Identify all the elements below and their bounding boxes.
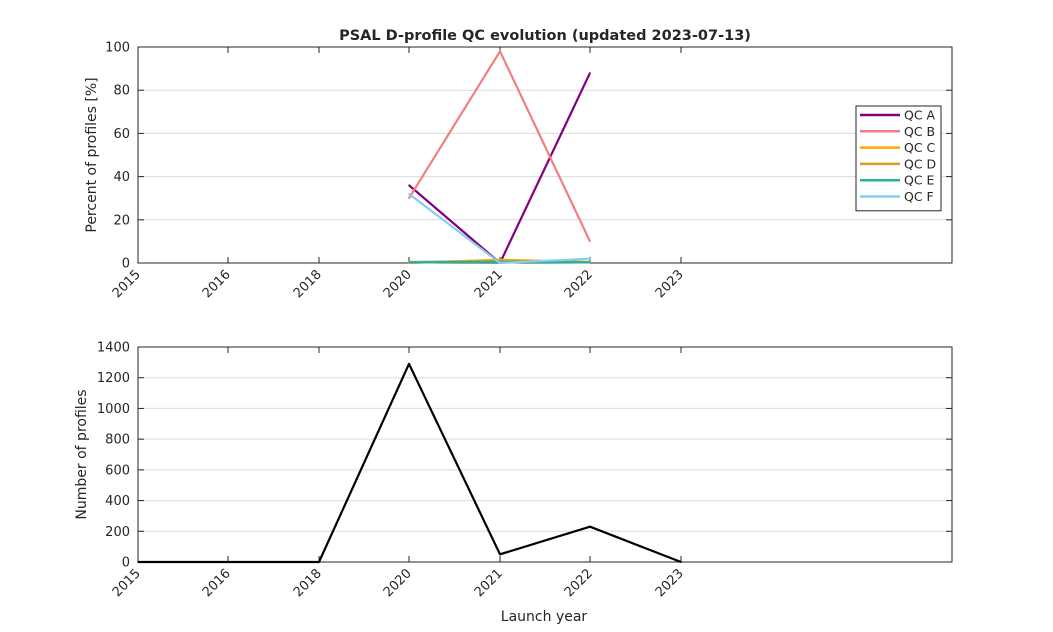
- legend-label: QC D: [904, 156, 936, 171]
- y-tick-label: 1000: [97, 402, 130, 417]
- x-tick-label: 2022: [562, 267, 596, 301]
- x-tick-label: 2016: [200, 566, 234, 600]
- chart-title: PSAL D-profile QC evolution (updated 202…: [339, 28, 751, 44]
- data-point: [589, 261, 591, 264]
- data-point: [408, 184, 410, 187]
- series-line-qc-a: [408, 72, 591, 265]
- x-tick-label: 2023: [653, 566, 687, 600]
- series-line-qc-f: [408, 193, 591, 265]
- y-tick-label: 20: [113, 213, 130, 228]
- x-tick-label: 2015: [110, 566, 144, 600]
- y-tick-label: 200: [105, 525, 130, 540]
- x-axis-label: Launch year: [501, 609, 588, 625]
- legend-label: QC F: [904, 189, 934, 204]
- data-point: [589, 525, 591, 528]
- x-tick-label: 2020: [381, 566, 415, 600]
- x-tick-label: 2023: [653, 267, 687, 301]
- y-tick-label: 100: [105, 41, 130, 56]
- legend-label: QC B: [904, 124, 935, 139]
- data-point: [408, 197, 410, 199]
- axes-box: [137, 346, 953, 563]
- axes-box: [137, 46, 953, 264]
- data-point: [408, 363, 410, 365]
- y-axis-label: Number of profiles: [74, 389, 90, 519]
- y-tick-label: 1400: [97, 341, 130, 356]
- legend-box: [855, 105, 942, 212]
- series-line: [138, 362, 682, 564]
- series-line-qc-b: [408, 50, 591, 242]
- data-point: [318, 561, 320, 563]
- y-tick-label: 0: [122, 556, 130, 571]
- data-point: [227, 561, 229, 563]
- data-point: [137, 561, 139, 563]
- x-tick-label: 2022: [562, 566, 596, 600]
- y-tick-label: 600: [105, 463, 130, 478]
- data-point: [499, 262, 501, 264]
- y-tick-label: 400: [105, 494, 130, 509]
- x-tick-label: 2018: [291, 267, 325, 301]
- legend: QC AQC BQC CQC D QC EQC F: [855, 105, 942, 212]
- y-axis-label: Percent of profiles [%]: [84, 77, 100, 232]
- x-tick-label: 2018: [291, 566, 325, 600]
- data-point: [589, 257, 591, 260]
- x-tick-label: 2021: [472, 566, 506, 600]
- legend-label: QC E: [904, 173, 935, 188]
- legend-label: QC A: [904, 108, 936, 123]
- data-point: [408, 193, 410, 195]
- x-tick-label: 2015: [110, 267, 144, 301]
- data-point: [499, 553, 501, 556]
- data-point: [589, 72, 591, 74]
- y-tick-label: 0: [122, 257, 130, 272]
- y-tick-label: 40: [113, 170, 130, 185]
- data-point: [589, 240, 591, 243]
- data-point: [680, 561, 682, 563]
- y-tick-label: 80: [113, 84, 130, 99]
- profile-count-plot: 0 200 400 600 800 1000 1200 1400 2015 2016 2018 202…: [74, 341, 953, 625]
- x-tick-label: 2021: [472, 267, 506, 301]
- legend-label: QC C: [904, 140, 936, 155]
- data-point: [408, 261, 410, 264]
- qc-percent-plot: 0 20 40 60 80 100 2015 2016 2018 2020 2021 2022 2023…: [84, 41, 953, 301]
- x-tick-label: 2020: [381, 267, 415, 301]
- y-tick-label: 1200: [97, 371, 130, 386]
- data-point: [499, 50, 501, 53]
- x-tick-label: 2016: [200, 267, 234, 301]
- y-tick-label: 60: [113, 127, 130, 142]
- y-tick-label: 800: [105, 433, 130, 448]
